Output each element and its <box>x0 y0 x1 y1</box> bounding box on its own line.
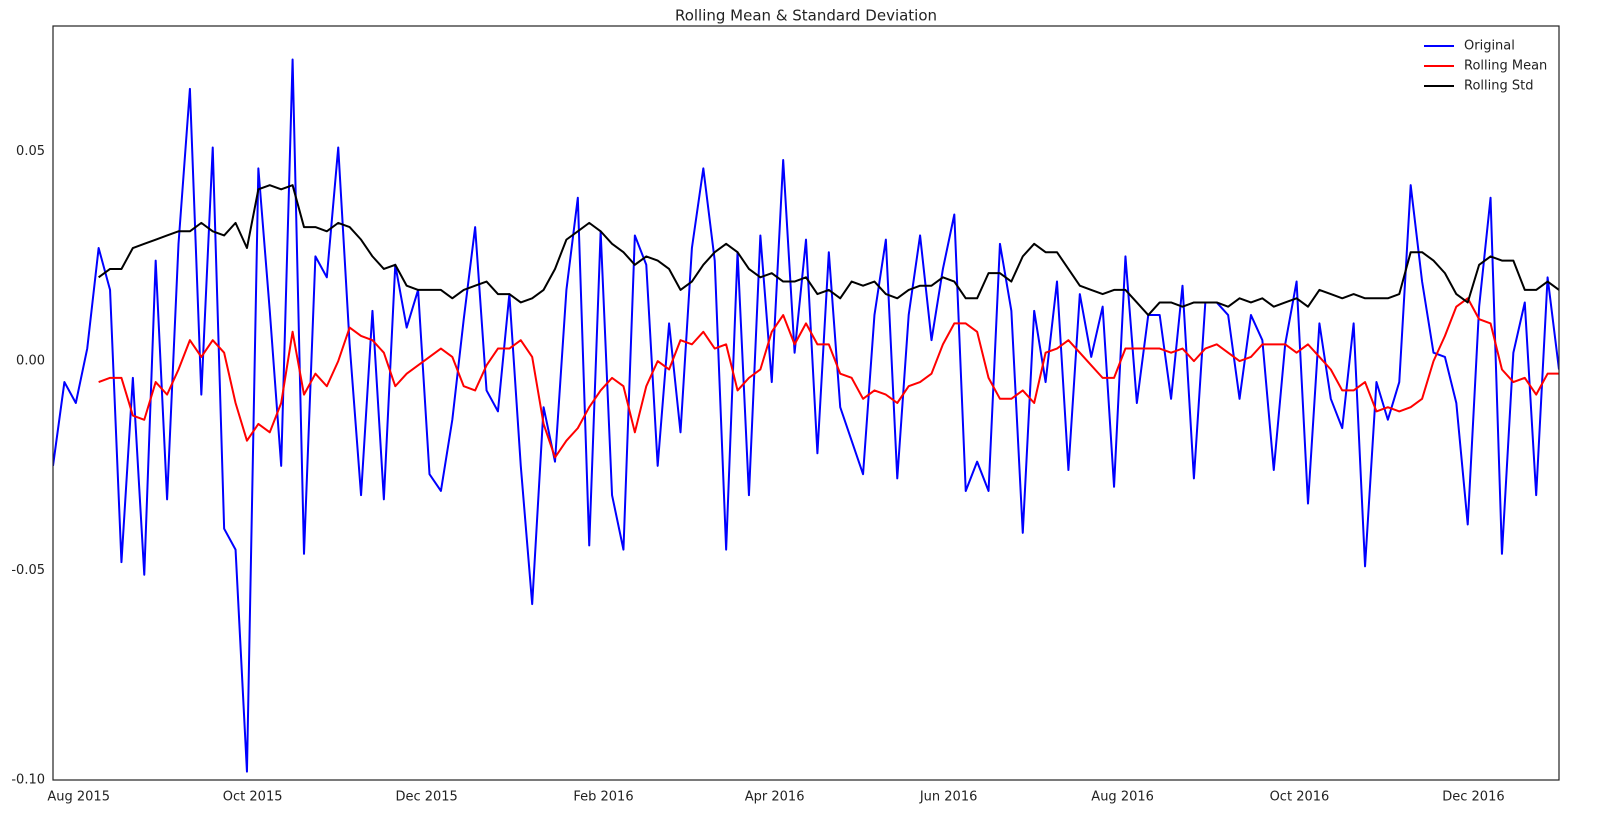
x-tick-label: Jun 2016 <box>919 790 978 805</box>
x-tick-label: Aug 2016 <box>1091 790 1154 805</box>
y-tick-label: 0.05 <box>16 144 45 159</box>
plot-frame <box>52 25 1560 781</box>
x-tick-label: Dec 2015 <box>395 790 457 805</box>
legend-label: Original <box>1464 39 1515 54</box>
x-tick-label: Oct 2015 <box>223 790 283 805</box>
series-line <box>53 58 1559 773</box>
y-tick-label: -0.10 <box>11 773 45 788</box>
x-tick-label: Feb 2016 <box>573 790 633 805</box>
x-tick-label: Dec 2016 <box>1442 790 1504 805</box>
legend-label: Rolling Mean <box>1464 59 1547 74</box>
y-tick-label: 0.00 <box>16 354 45 369</box>
series-line <box>98 297 1559 459</box>
x-tick-label: Oct 2016 <box>1270 790 1330 805</box>
x-tick-label: Apr 2016 <box>745 790 805 805</box>
y-tick-label: -0.05 <box>11 563 45 578</box>
x-tick-label: Aug 2015 <box>47 790 110 805</box>
series-line <box>98 184 1559 317</box>
legend-label: Rolling Std <box>1464 79 1533 94</box>
chart-title: Rolling Mean & Standard Deviation <box>675 7 937 25</box>
